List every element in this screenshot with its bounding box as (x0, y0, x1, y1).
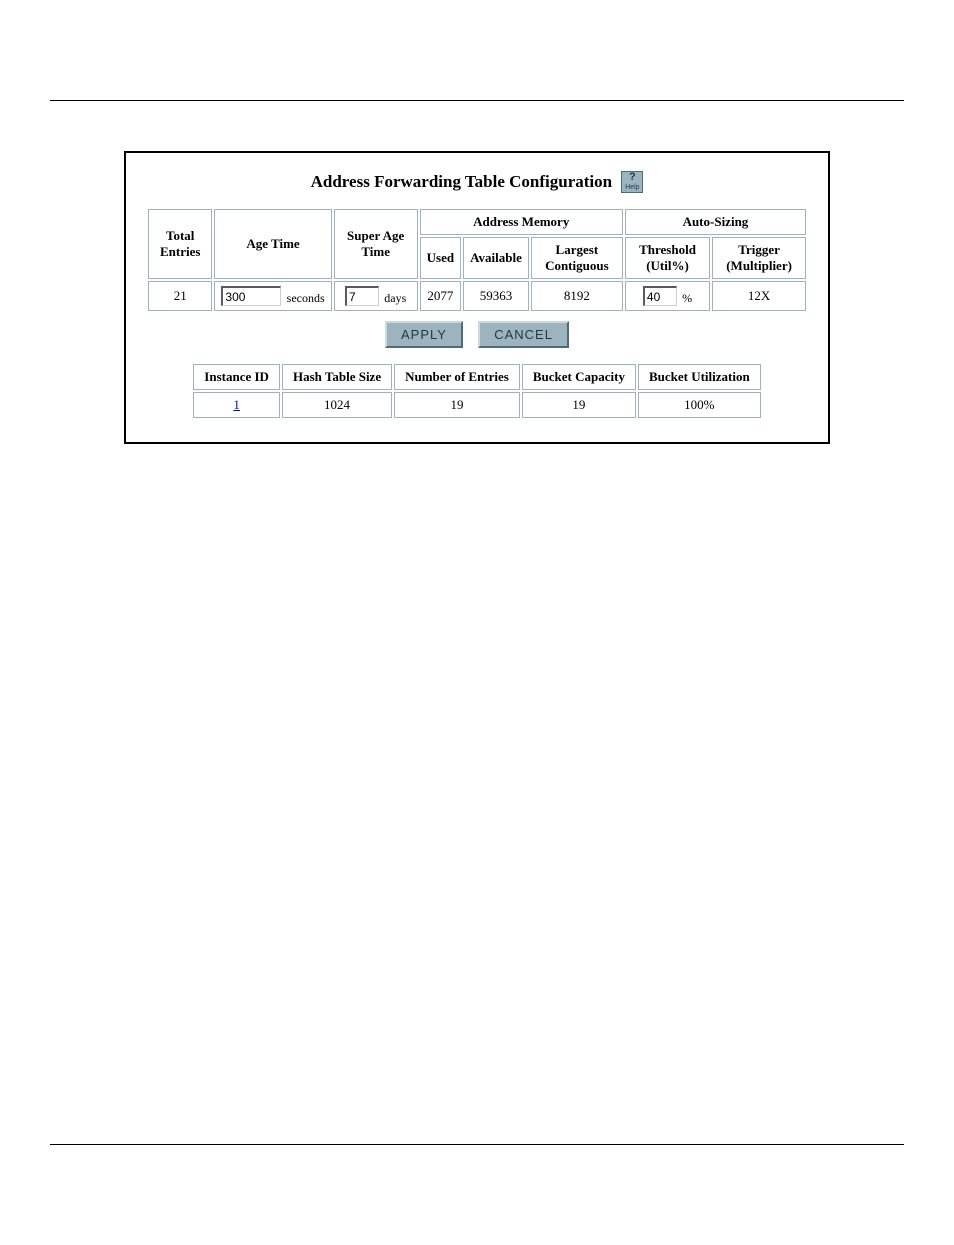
value-hash-table-size: 1024 (282, 392, 392, 418)
value-bucket-capacity: 19 (522, 392, 636, 418)
page-title: Address Forwarding Table Configuration (311, 172, 612, 192)
header-available: Available (463, 237, 529, 279)
instance-id-link[interactable]: 1 (233, 397, 240, 412)
age-time-input[interactable] (221, 286, 281, 306)
value-available: 59363 (463, 281, 529, 311)
super-age-time-input[interactable] (345, 286, 379, 306)
header-threshold: Threshold (Util%) (625, 237, 710, 279)
header-bucket-utilization: Bucket Utilization (638, 364, 761, 390)
value-bucket-utilization: 100% (638, 392, 761, 418)
value-number-of-entries: 19 (394, 392, 520, 418)
header-hash-table-size: Hash Table Size (282, 364, 392, 390)
super-age-time-unit: days (384, 291, 406, 305)
config-table: Total Entries Age Time Super Age Time Ad… (146, 207, 808, 313)
header-instance-id: Instance ID (193, 364, 280, 390)
help-icon[interactable]: ? Help (621, 171, 643, 193)
age-time-unit: seconds (287, 291, 325, 305)
threshold-unit: % (682, 291, 692, 305)
apply-button[interactable]: APPLY (385, 321, 463, 348)
table-row: 1 1024 19 19 100% (193, 392, 760, 418)
header-used: Used (420, 237, 461, 279)
top-rule (50, 100, 904, 101)
header-total-entries: Total Entries (148, 209, 212, 279)
header-super-age-time: Super Age Time (334, 209, 418, 279)
header-address-memory: Address Memory (420, 209, 623, 235)
header-bucket-capacity: Bucket Capacity (522, 364, 636, 390)
header-number-of-entries: Number of Entries (394, 364, 520, 390)
header-trigger: Trigger (Multiplier) (712, 237, 806, 279)
header-age-time: Age Time (214, 209, 331, 279)
value-largest-contiguous: 8192 (531, 281, 623, 311)
instance-table: Instance ID Hash Table Size Number of En… (191, 362, 762, 420)
value-trigger: 12X (712, 281, 806, 311)
value-used: 2077 (420, 281, 461, 311)
cancel-button[interactable]: CANCEL (478, 321, 569, 348)
header-largest-contiguous: Largest Contiguous (531, 237, 623, 279)
value-total-entries: 21 (148, 281, 212, 311)
bottom-rule (50, 1144, 904, 1145)
threshold-input[interactable] (643, 286, 677, 306)
config-panel: Address Forwarding Table Configuration ?… (124, 151, 830, 444)
header-auto-sizing: Auto-Sizing (625, 209, 806, 235)
